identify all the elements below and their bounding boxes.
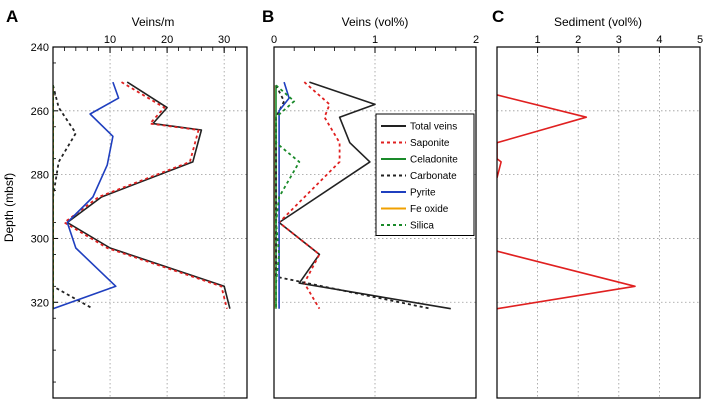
legend-label: Celadonite — [410, 155, 458, 166]
legend-box — [375, 113, 475, 236]
x-tick-label: 1 — [535, 34, 541, 46]
x-tick-label: 4 — [656, 34, 662, 46]
series-line-total-veins — [66, 81, 231, 309]
series-line-saponite — [278, 81, 341, 310]
series-line-sediment — [497, 250, 636, 310]
legend-label: Saponite — [410, 138, 450, 149]
y-tick-label: 300 — [31, 233, 49, 245]
series-group — [53, 81, 231, 310]
series-line-saponite — [63, 81, 228, 309]
series-group — [497, 94, 636, 310]
x-tick-label: 20 — [161, 34, 173, 46]
plot-frame — [52, 46, 248, 399]
y-tick-label: 320 — [31, 297, 49, 309]
series-line-pyrite — [53, 81, 120, 310]
y-tick-label: 240 — [31, 42, 49, 54]
panel-letter: C — [492, 7, 504, 26]
legend: Total veins Saponite Celadonite Carbonate Py… — [375, 113, 475, 236]
x-tick-label: 2 — [473, 34, 479, 46]
panel-letter: B — [262, 7, 274, 26]
x-tick-label: 0 — [271, 34, 277, 46]
legend-label: Pyrite — [410, 188, 436, 199]
y-tick-label: 260 — [31, 106, 49, 118]
y-axis-title: Depth (mbsf) — [2, 173, 16, 242]
series-line-total-veins — [278, 81, 451, 310]
x-tick-label: 2 — [575, 34, 581, 46]
series-line-pyrite — [278, 81, 290, 309]
x-tick-label: 30 — [218, 34, 230, 46]
x-tick-label: 10 — [104, 34, 116, 46]
series-line-sediment — [497, 94, 588, 178]
series-line-silica — [275, 84, 301, 309]
x-tick-label: 1 — [372, 34, 378, 46]
x-axis-title: Veins/m — [132, 15, 175, 29]
plot-frame — [496, 46, 701, 399]
x-axis-title: Veins (vol%) — [342, 15, 409, 29]
series-line-carbonate — [275, 84, 431, 310]
panel-B: B Veins (vol%) 0 1 2 Total veins Saponite Celad… — [262, 7, 479, 399]
x-tick-label: 3 — [616, 34, 622, 46]
plot-frame — [273, 46, 477, 399]
legend-label: Carbonate — [410, 171, 457, 182]
panel-A: A Veins/m 10 20 30 240 260 280 300 320 Depth (mbsf… — [2, 7, 248, 399]
panel-letter: A — [6, 7, 18, 26]
legend-label: Total veins — [410, 122, 457, 133]
panel-C: C Sediment (vol%) 1 2 3 4 5 — [492, 7, 703, 399]
y-tick-label: 280 — [31, 170, 49, 182]
x-axis-title: Sediment (vol%) — [554, 15, 642, 29]
series-line-carbonate — [53, 85, 94, 310]
x-tick-label: 5 — [697, 34, 703, 46]
legend-label: Fe oxide — [410, 204, 449, 215]
series-group — [274, 81, 451, 310]
legend-label: Silica — [410, 221, 434, 232]
